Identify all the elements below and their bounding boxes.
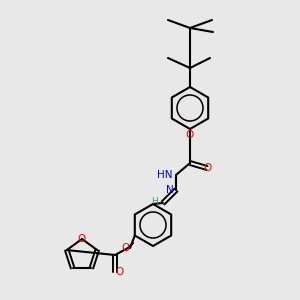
Text: H: H xyxy=(152,196,158,206)
Text: O: O xyxy=(78,234,86,244)
Text: O: O xyxy=(122,243,130,253)
Text: N: N xyxy=(166,185,174,195)
Text: O: O xyxy=(116,267,124,277)
Text: HN: HN xyxy=(157,170,172,180)
Text: O: O xyxy=(204,163,212,173)
Text: O: O xyxy=(186,130,194,140)
